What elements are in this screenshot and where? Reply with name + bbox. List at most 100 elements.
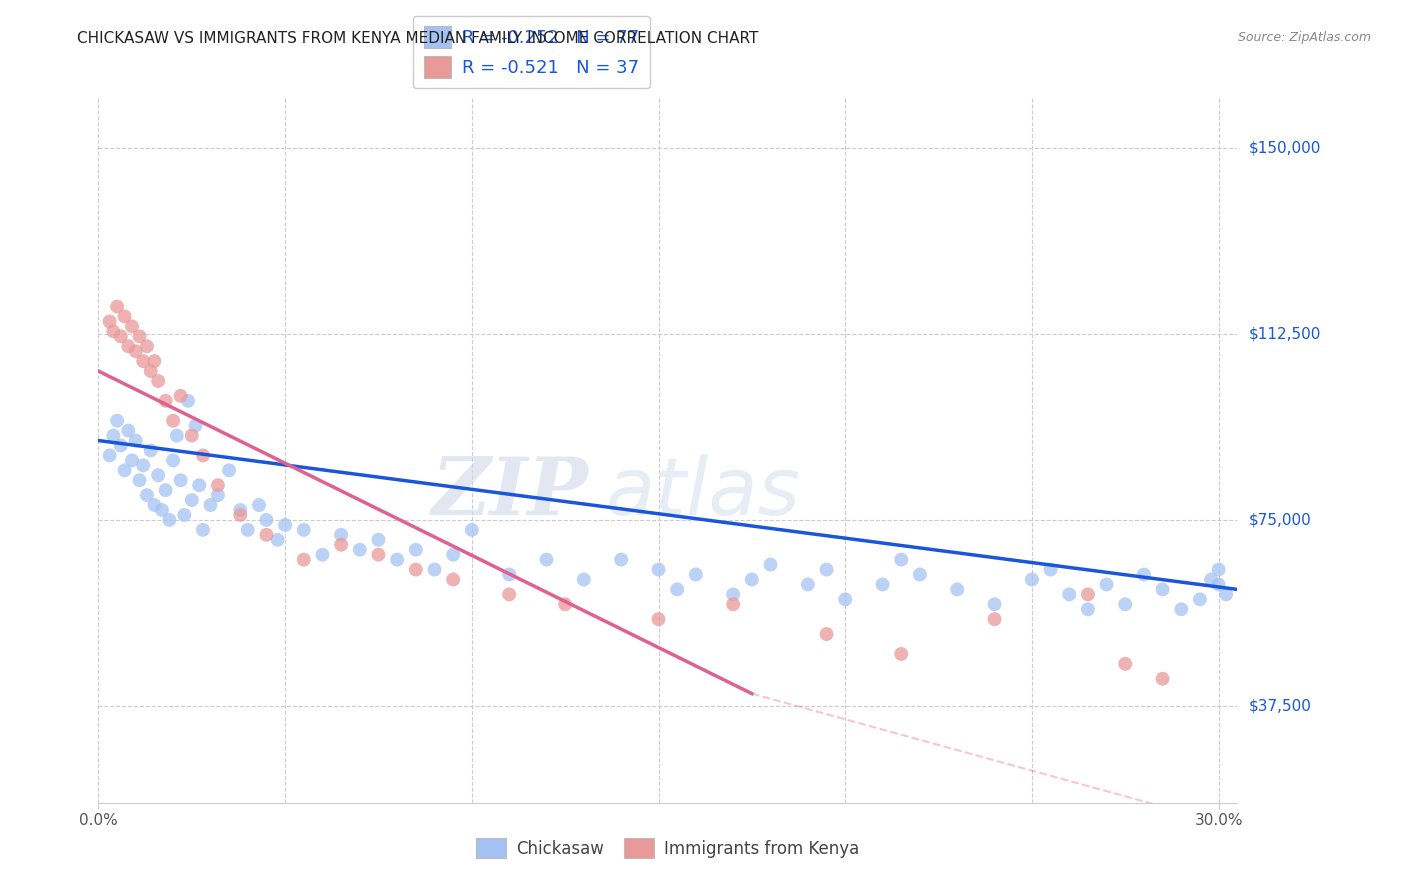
Point [1114, 597, 1136, 611]
Point [405, 542, 427, 557]
Point [180, 428, 202, 442]
Point [834, 592, 856, 607]
Point [274, 517, 297, 532]
Point [256, 528, 278, 542]
Point [647, 563, 669, 577]
Point [143, 498, 166, 512]
Point [1199, 573, 1222, 587]
Point [146, 468, 169, 483]
Point [685, 567, 707, 582]
Point [117, 339, 139, 353]
Point [1077, 602, 1099, 616]
Point [117, 424, 139, 438]
Point [229, 503, 252, 517]
Point [890, 647, 912, 661]
Point [292, 523, 315, 537]
Point [169, 473, 191, 487]
Point [188, 478, 211, 492]
Point [1170, 602, 1192, 616]
Point [105, 300, 128, 314]
Point [191, 523, 214, 537]
Point [173, 508, 195, 522]
Point [121, 453, 143, 467]
Point [385, 552, 408, 566]
Point [207, 478, 229, 492]
Point [180, 493, 202, 508]
Point [150, 503, 173, 517]
Point [136, 488, 159, 502]
Point [103, 324, 125, 338]
Point [536, 552, 558, 566]
Point [139, 443, 162, 458]
Point [125, 434, 148, 448]
Point [136, 339, 159, 353]
Point [461, 523, 484, 537]
Point [1152, 582, 1174, 597]
Point [110, 329, 132, 343]
Point [162, 414, 184, 428]
Point [169, 389, 191, 403]
Point [143, 354, 166, 368]
Point [441, 548, 464, 562]
Point [311, 548, 333, 562]
Point [983, 612, 1005, 626]
Point [721, 587, 744, 601]
Point [103, 428, 125, 442]
Point [1057, 587, 1080, 601]
Point [498, 567, 520, 582]
Point [1208, 577, 1230, 591]
Point [1133, 567, 1156, 582]
Point [157, 513, 180, 527]
Point [1021, 573, 1043, 587]
Text: Source: ZipAtlas.com: Source: ZipAtlas.com [1237, 31, 1371, 45]
Point [498, 587, 520, 601]
Point [349, 542, 371, 557]
Text: $75,000: $75,000 [1249, 512, 1312, 527]
Point [1114, 657, 1136, 671]
Point [110, 438, 132, 452]
Point [890, 552, 912, 566]
Text: CHICKASAW VS IMMIGRANTS FROM KENYA MEDIAN FAMILY INCOME CORRELATION CHART: CHICKASAW VS IMMIGRANTS FROM KENYA MEDIA… [77, 31, 759, 46]
Point [983, 597, 1005, 611]
Point [146, 374, 169, 388]
Point [610, 552, 633, 566]
Point [666, 582, 689, 597]
Text: ZIP: ZIP [432, 454, 588, 532]
Point [132, 458, 155, 473]
Point [759, 558, 782, 572]
Point [1095, 577, 1118, 591]
Point [330, 538, 353, 552]
Point [166, 428, 188, 442]
Point [114, 463, 136, 477]
Point [191, 449, 214, 463]
Point [423, 563, 446, 577]
Point [367, 533, 389, 547]
Point [1077, 587, 1099, 601]
Point [105, 414, 128, 428]
Text: $150,000: $150,000 [1249, 140, 1320, 155]
Point [908, 567, 931, 582]
Point [98, 449, 121, 463]
Point [98, 314, 121, 328]
Point [647, 612, 669, 626]
Text: $112,500: $112,500 [1249, 326, 1320, 342]
Point [1039, 563, 1062, 577]
Point [247, 498, 270, 512]
Point [162, 453, 184, 467]
Point [256, 513, 278, 527]
Point [155, 393, 177, 408]
Point [946, 582, 969, 597]
Point [572, 573, 595, 587]
Point [815, 563, 838, 577]
Point [405, 563, 427, 577]
Point [721, 597, 744, 611]
Point [200, 498, 222, 512]
Point [872, 577, 894, 591]
Point [292, 552, 315, 566]
Point [1208, 563, 1230, 577]
Point [1215, 587, 1237, 601]
Point [236, 523, 259, 537]
Point [229, 508, 252, 522]
Point [330, 528, 353, 542]
Point [741, 573, 763, 587]
